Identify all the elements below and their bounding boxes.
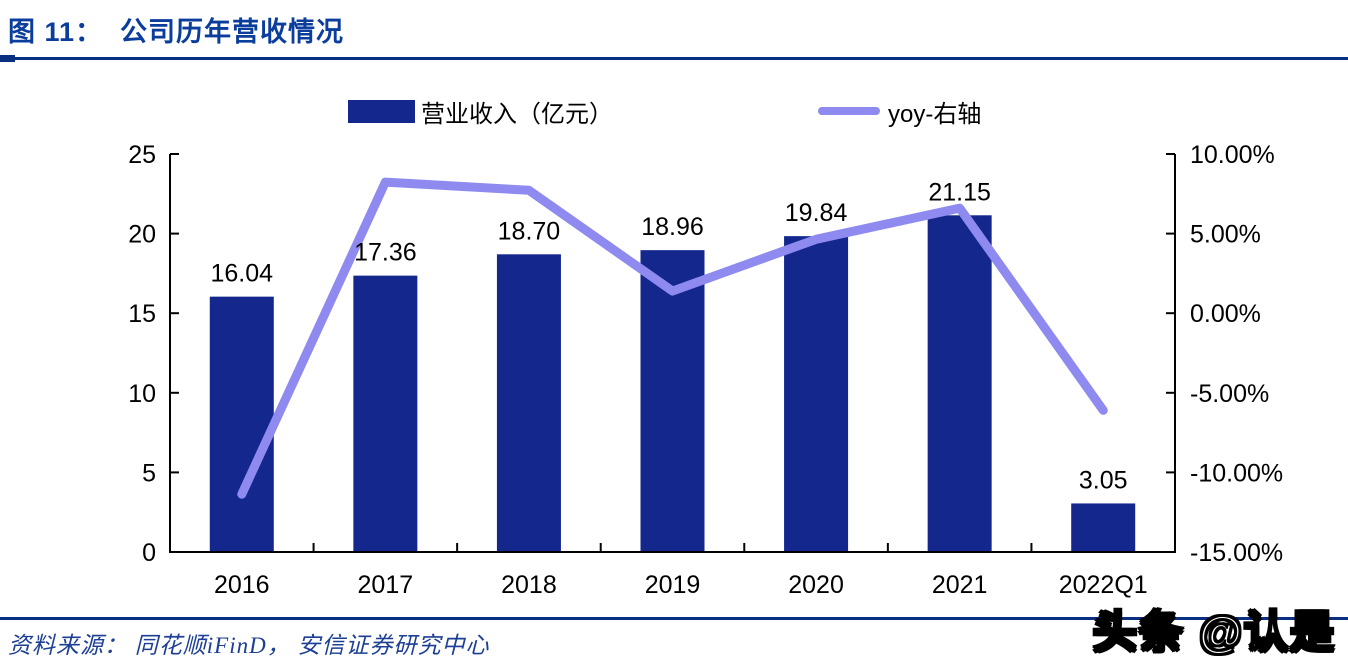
right-axis-tick-label: 5.00% bbox=[1190, 221, 1261, 249]
revenue-bar-2018 bbox=[496, 254, 561, 552]
x-axis-label-2020: 2020 bbox=[788, 571, 844, 599]
right-axis-tick-label: -10.00% bbox=[1190, 459, 1283, 487]
left-axis-tick-label: 0 bbox=[142, 539, 156, 567]
line-series-swatch bbox=[818, 107, 880, 115]
left-axis-tick-label: 5 bbox=[142, 459, 156, 487]
left-axis-tick-label: 10 bbox=[128, 380, 156, 408]
bar-value-label: 18.70 bbox=[498, 217, 561, 245]
right-axis-tick-label: -5.00% bbox=[1190, 380, 1269, 408]
right-axis-tick-label: 10.00% bbox=[1190, 141, 1275, 169]
left-axis-tick-label: 25 bbox=[128, 141, 156, 169]
legend-item-revenue: 营业收入（亿元） bbox=[348, 98, 613, 128]
revenue-bar-2022Q1 bbox=[1071, 503, 1136, 552]
source-text: 资料来源： 同花顺iFinD， 安信证券研究中心 bbox=[8, 633, 490, 658]
right-axis-tick-label: -15.00% bbox=[1190, 539, 1283, 567]
bar-value-label: 21.15 bbox=[928, 178, 991, 206]
x-axis-label-2018: 2018 bbox=[501, 571, 557, 599]
revenue-bar-2021 bbox=[927, 215, 992, 553]
yoy-line bbox=[237, 177, 1108, 499]
title-rule bbox=[0, 57, 1348, 60]
legend-label-yoy: yoy-右轴 bbox=[888, 100, 982, 128]
bar-series-swatch bbox=[348, 99, 415, 123]
bar-value-label: 18.96 bbox=[641, 213, 704, 241]
legend-label-revenue: 营业收入（亿元） bbox=[421, 100, 613, 128]
bar-value-label: 19.84 bbox=[785, 199, 848, 227]
title-rule-stub bbox=[0, 55, 15, 62]
bar-value-label: 16.04 bbox=[211, 260, 274, 288]
bar-value-label: 3.05 bbox=[1079, 466, 1128, 494]
figure-title: 图 11： 公司历年营收情况 bbox=[8, 17, 345, 47]
revenue-bar-2020 bbox=[784, 236, 849, 552]
watermark: 头条 @认是 bbox=[1092, 607, 1336, 658]
x-axis-label-2022Q1: 2022Q1 bbox=[1059, 571, 1148, 599]
revenue-bar-2017 bbox=[353, 275, 418, 552]
revenue-bar-2016 bbox=[209, 296, 274, 552]
right-axis-tick-label: 0.00% bbox=[1190, 300, 1261, 328]
bar-value-label: 17.36 bbox=[354, 239, 417, 267]
left-axis-tick-label: 15 bbox=[128, 300, 156, 328]
footer-rule bbox=[0, 617, 1348, 620]
x-axis-label-2017: 2017 bbox=[358, 571, 414, 599]
legend-item-yoy: yoy-右轴 bbox=[818, 98, 981, 128]
x-axis-label-2016: 2016 bbox=[214, 571, 270, 599]
x-axis-label-2019: 2019 bbox=[645, 571, 701, 599]
revenue-bar-2019 bbox=[640, 250, 705, 552]
left-axis-tick-label: 20 bbox=[128, 221, 156, 249]
x-axis-label-2021: 2021 bbox=[932, 571, 988, 599]
